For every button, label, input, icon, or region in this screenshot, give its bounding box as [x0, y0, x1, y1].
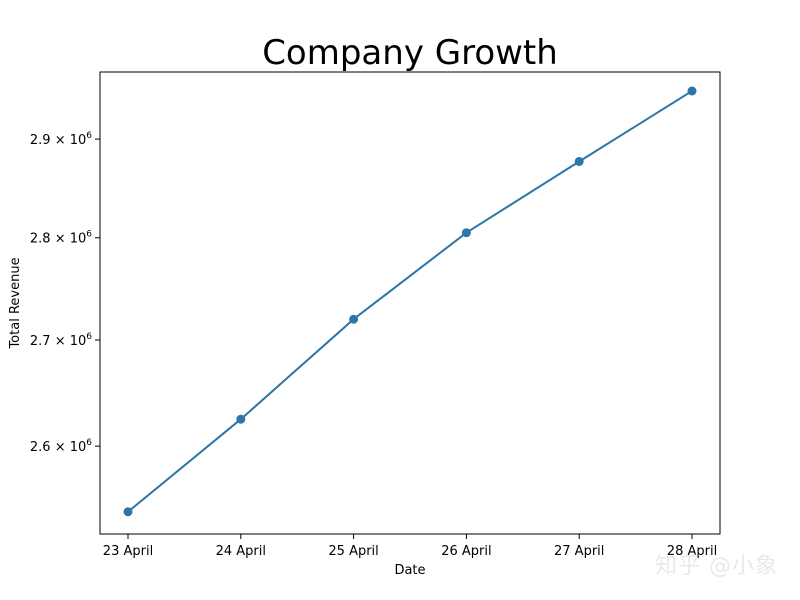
data-point — [461, 228, 471, 238]
y-axis-ticks: 2.6 × 106 2.7 × 106 2.8 × 106 2.9 × 106 — [30, 131, 100, 455]
data-point — [687, 86, 697, 96]
data-point — [574, 156, 584, 166]
chart-title: Company Growth — [262, 33, 558, 73]
x-tick-label: 25 April — [328, 544, 378, 559]
series-layer — [123, 86, 697, 517]
data-point — [236, 414, 246, 424]
y-axis-label: Total Revenue — [8, 257, 23, 349]
y-tick-label: 2.6 × 106 — [30, 438, 92, 455]
y-tick-label: 2.7 × 106 — [30, 332, 92, 349]
data-point — [123, 507, 133, 517]
x-axis-ticks: 23 April 24 April 25 April 26 April 27 April… — [103, 534, 717, 559]
x-tick-label: 28 April — [667, 544, 717, 559]
plot-area-frame — [99, 71, 721, 535]
x-axis-label: Date — [394, 563, 425, 578]
series-line — [127, 90, 693, 513]
y-tick-label: 2.8 × 106 — [30, 230, 92, 247]
data-point — [349, 314, 359, 324]
x-tick-label: 23 April — [103, 544, 153, 559]
x-tick-label: 27 April — [554, 544, 604, 559]
x-tick-label: 24 April — [216, 544, 266, 559]
watermark: 知乎 @小象 — [655, 554, 778, 579]
x-tick-label: 26 April — [441, 544, 491, 559]
y-tick-label: 2.9 × 106 — [30, 131, 92, 148]
